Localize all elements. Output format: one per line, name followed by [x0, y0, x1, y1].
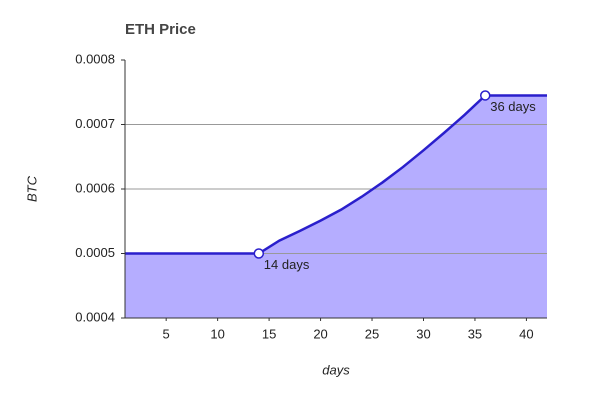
x-axis-label: days: [322, 362, 350, 377]
y-tick-label: 0.0004: [75, 309, 115, 324]
annotation-marker: [253, 248, 265, 259]
x-tick-label: 20: [313, 326, 327, 341]
y-tick-label: 0.0005: [75, 245, 115, 260]
annotation-marker: [479, 90, 491, 101]
x-tick-label: 40: [519, 326, 533, 341]
x-tick-label: 15: [262, 326, 276, 341]
y-tick-label: 0.0007: [75, 116, 115, 131]
y-axis-label: BTC: [24, 175, 39, 202]
x-tick-label: 35: [468, 326, 482, 341]
y-tick-label: 0.0006: [75, 180, 115, 195]
x-tick-label: 10: [210, 326, 224, 341]
x-tick-label: 5: [163, 326, 170, 341]
annotation-label: 36 days: [490, 99, 536, 114]
x-tick-label: 25: [365, 326, 379, 341]
line: [125, 94, 547, 255]
chart-title: ETH Price: [125, 21, 196, 38]
x-tick-label: 30: [416, 326, 430, 341]
y-tick-label: 0.0008: [75, 51, 115, 66]
area-fill: [125, 95, 547, 318]
annotation-label: 14 days: [264, 257, 310, 272]
